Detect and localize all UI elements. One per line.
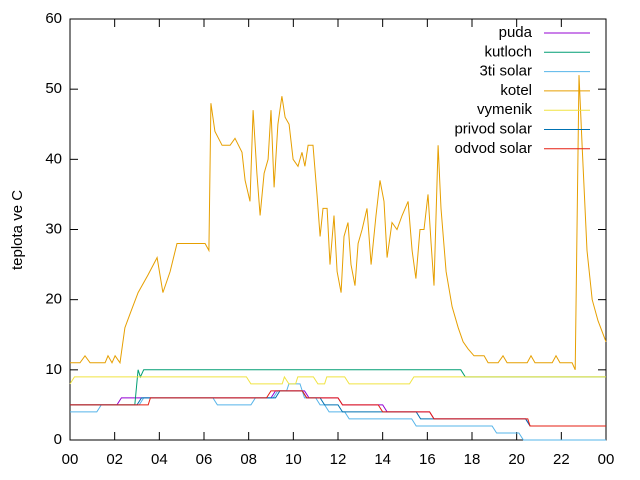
legend-label: kutloch	[484, 43, 532, 60]
x-tick-label: 20	[508, 451, 525, 468]
legend-label: puda	[499, 24, 533, 41]
legend-label: vymenik	[477, 101, 533, 118]
series-line	[70, 390, 606, 427]
y-tick-label: 40	[45, 150, 62, 167]
x-tick-label: 06	[196, 451, 213, 468]
x-tick-label: 10	[285, 451, 302, 468]
y-axis-label: teplota ve C	[9, 190, 26, 270]
x-tick-label: 00	[598, 451, 615, 468]
x-tick-label: 14	[374, 451, 391, 468]
x-tick-label: 08	[240, 451, 257, 468]
y-tick-label: 60	[45, 10, 62, 27]
series-line	[70, 390, 606, 427]
x-tick-label: 04	[151, 451, 168, 468]
series-line	[69, 375, 606, 385]
x-tick-label: 16	[419, 451, 436, 468]
x-tick-label: 00	[62, 451, 79, 468]
legend-label: privod solar	[454, 120, 532, 137]
x-tick-label: 18	[464, 451, 481, 468]
y-tick-label: 30	[45, 220, 62, 237]
y-tick-label: 50	[45, 80, 62, 97]
series-line	[70, 75, 607, 371]
legend-label: odvod solar	[454, 140, 532, 157]
y-tick-label: 0	[54, 431, 62, 448]
y-tick-label: 10	[45, 361, 62, 378]
series-line	[70, 383, 606, 441]
x-tick-label: 12	[330, 451, 347, 468]
x-tick-label: 02	[106, 451, 123, 468]
legend-label: 3ti solar	[479, 63, 532, 80]
x-tick-label: 22	[553, 451, 570, 468]
y-tick-label: 20	[45, 291, 62, 308]
series-line	[70, 390, 606, 427]
legend-label: kotel	[500, 82, 532, 99]
series-line	[70, 369, 606, 406]
